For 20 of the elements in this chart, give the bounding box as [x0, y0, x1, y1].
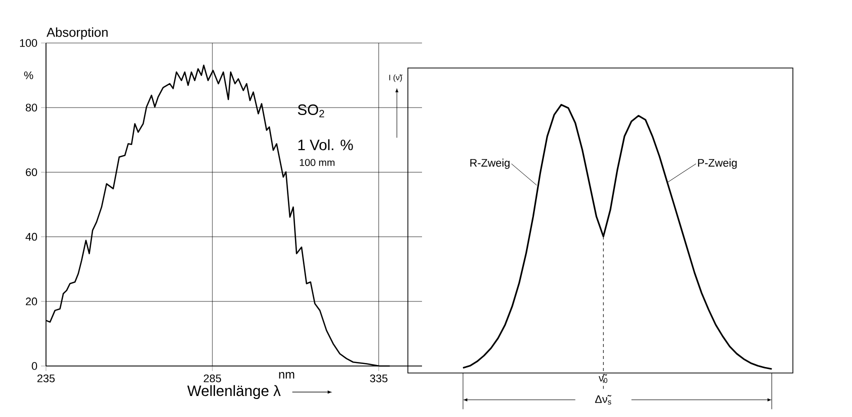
- y-tick-label: 40: [26, 232, 38, 241]
- y-tick-label: 20: [26, 298, 38, 306]
- text: Δν̃$_{s}$: [595, 395, 612, 405]
- annotation: 1 Vol. %: [298, 139, 353, 150]
- y-tick-label: 80: [26, 104, 38, 112]
- x-tick-label: 235: [37, 374, 55, 382]
- x-axis-title: Wellenlänge λ: [187, 385, 281, 400]
- text: %: [24, 71, 34, 80]
- annotation: SO$_{2}$: [298, 104, 324, 118]
- annotation: P-Zweig: [698, 158, 737, 169]
- annotation: 100 mm: [300, 158, 334, 166]
- y-tick-label: 0: [32, 362, 38, 370]
- y-tick-label: 60: [26, 168, 38, 176]
- x-tick-label: 335: [370, 374, 388, 382]
- y-axis-title: Absorption: [46, 27, 108, 40]
- text: nm: [279, 372, 294, 378]
- annotation: ν̃$_{0}$: [598, 374, 608, 383]
- x-tick-label: 285: [204, 374, 222, 382]
- annotation: R-Zweig: [470, 158, 510, 169]
- y-tick-label: 100: [20, 39, 38, 47]
